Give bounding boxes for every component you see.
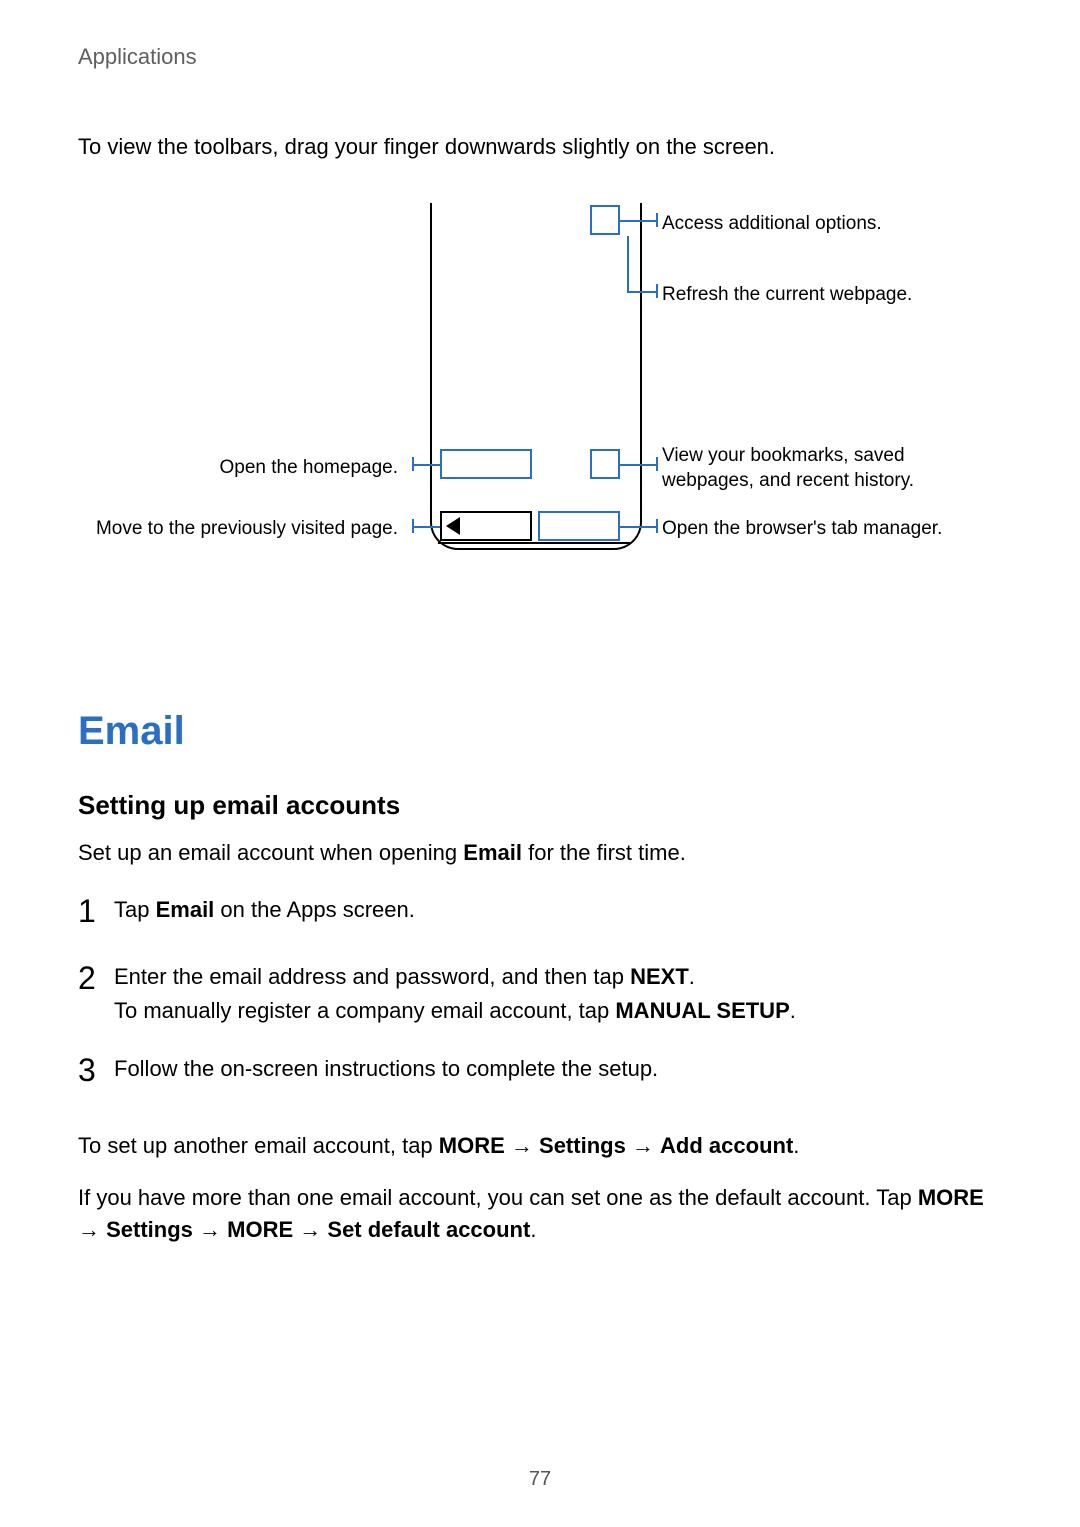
page: Applications To view the toolbars, drag … bbox=[0, 0, 1080, 1527]
callout-tick-bookmarks bbox=[656, 457, 658, 471]
step-body: Enter the email address and password, an… bbox=[114, 960, 1002, 1028]
step-number: 2 bbox=[78, 954, 114, 1028]
phone-bottom-line bbox=[438, 542, 630, 544]
callout-line-tabs bbox=[620, 526, 656, 528]
para-default-account: If you have more than one email account,… bbox=[78, 1182, 1002, 1246]
setup-intro: Set up an email account when opening Ema… bbox=[78, 837, 1002, 869]
callout-box-options bbox=[590, 205, 620, 235]
callout-tick-options bbox=[656, 213, 658, 227]
back-icon bbox=[446, 517, 460, 535]
step-number: 3 bbox=[78, 1046, 114, 1096]
callout-text-refresh: Refresh the current webpage. bbox=[662, 282, 992, 308]
callout-tick-back bbox=[412, 519, 414, 533]
phone-outline bbox=[430, 203, 642, 550]
callout-line-refresh bbox=[627, 291, 656, 293]
step-body: Tap Email on the Apps screen. bbox=[114, 893, 1002, 937]
step-number: 1 bbox=[78, 887, 114, 937]
step-body: Follow the on-screen instructions to com… bbox=[114, 1052, 1002, 1096]
callout-line-bookmarks bbox=[620, 464, 656, 466]
callout-text-bookmarks: View your bookmarks, saved webpages, and… bbox=[662, 443, 992, 494]
page-number: 77 bbox=[0, 1468, 1080, 1491]
para-add-account: To set up another email account, tap MOR… bbox=[78, 1130, 1002, 1162]
callout-text-home: Open the homepage. bbox=[78, 455, 398, 481]
subheading-setup: Setting up email accounts bbox=[78, 790, 1002, 821]
callout-tick-tabs bbox=[656, 519, 658, 533]
breadcrumb: Applications bbox=[78, 44, 1002, 70]
callout-text-back: Move to the previously visited page. bbox=[78, 516, 398, 542]
step: 2Enter the email address and password, a… bbox=[78, 960, 1002, 1028]
intro-text: To view the toolbars, drag your finger d… bbox=[78, 132, 1002, 163]
callout-tick-home bbox=[412, 457, 414, 471]
callout-line-home bbox=[412, 464, 440, 466]
section-heading-email: Email bbox=[78, 709, 1002, 754]
callout-box-home bbox=[440, 449, 532, 479]
step: 1Tap Email on the Apps screen. bbox=[78, 893, 1002, 937]
browser-diagram: Access additional options. Refresh the cu… bbox=[78, 203, 1002, 623]
step: 3Follow the on-screen instructions to co… bbox=[78, 1052, 1002, 1096]
callout-text-options: Access additional options. bbox=[662, 211, 992, 237]
callout-tick-refresh bbox=[656, 284, 658, 298]
callout-line-back bbox=[412, 526, 440, 528]
callout-line-options bbox=[620, 220, 656, 222]
callout-vline-refresh bbox=[627, 236, 629, 291]
callout-box-bookmarks bbox=[590, 449, 620, 479]
callout-box-tabs bbox=[538, 511, 620, 541]
callout-text-tabs: Open the browser's tab manager. bbox=[662, 516, 992, 542]
